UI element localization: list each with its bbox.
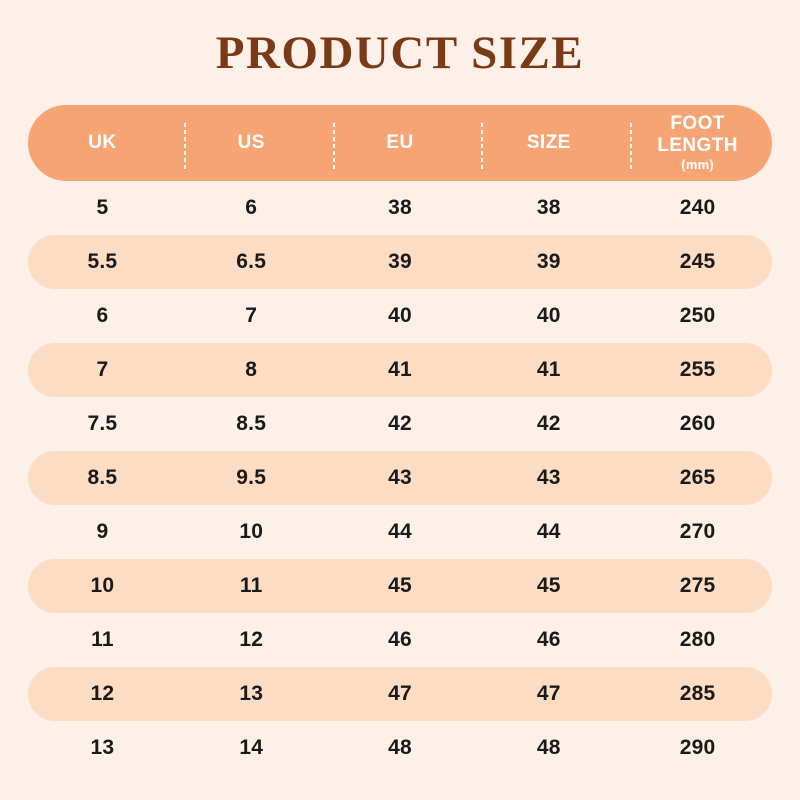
cell-uk: 5.5 xyxy=(87,250,118,273)
cell-eu: 46 xyxy=(388,628,412,651)
column-header-us-label: US xyxy=(237,132,265,153)
header-divider-2 xyxy=(333,123,335,169)
column-header-foot-length-line2: LENGTH xyxy=(657,135,738,156)
column-header-eu: EU xyxy=(326,132,475,154)
cell-uk: 12 xyxy=(90,682,115,705)
cell-us: 14 xyxy=(239,736,264,759)
cell-foot-length-mm: 245 xyxy=(679,250,716,273)
table-row: 5.5 6.5 39 39 245 xyxy=(28,235,772,289)
table-row: 9 10 44 44 270 xyxy=(28,505,772,559)
cell-us: 10 xyxy=(239,520,264,543)
cell-foot-length-mm: 255 xyxy=(679,358,716,381)
cell-size: 40 xyxy=(536,304,561,327)
cell-eu: 44 xyxy=(388,520,412,543)
cell-size: 43 xyxy=(536,466,561,489)
cell-foot-length-mm: 260 xyxy=(679,412,716,435)
cell-foot-length-mm: 250 xyxy=(679,304,716,327)
cell-size: 45 xyxy=(536,574,561,597)
cell-eu: 47 xyxy=(388,682,412,705)
column-header-us: US xyxy=(177,132,326,154)
table-row: 13 14 48 48 290 xyxy=(28,721,772,775)
table-row: 7 8 41 41 255 xyxy=(28,343,772,397)
cell-uk: 13 xyxy=(90,736,115,759)
cell-size: 46 xyxy=(536,628,561,651)
table-row: 6 7 40 40 250 xyxy=(28,289,772,343)
cell-size: 41 xyxy=(536,358,561,381)
cell-us: 8.5 xyxy=(236,412,267,435)
cell-eu: 43 xyxy=(388,466,412,489)
cell-uk: 11 xyxy=(91,628,114,651)
table-row: 5 6 38 38 240 xyxy=(28,181,772,235)
cell-eu: 38 xyxy=(388,196,412,219)
cell-uk: 5 xyxy=(96,196,109,219)
cell-us: 6.5 xyxy=(236,250,267,273)
cell-eu: 40 xyxy=(388,304,412,327)
cell-foot-length-mm: 285 xyxy=(679,682,716,705)
cell-us: 9.5 xyxy=(236,466,267,489)
column-header-uk: UK xyxy=(28,132,177,154)
cell-us: 8 xyxy=(245,358,258,381)
cell-uk: 6 xyxy=(96,304,109,327)
table-row: 12 13 47 47 285 xyxy=(28,667,772,721)
cell-eu: 48 xyxy=(388,736,412,759)
cell-uk: 8.5 xyxy=(87,466,118,489)
table-row: 8.5 9.5 43 43 265 xyxy=(28,451,772,505)
header-divider-4 xyxy=(630,123,632,169)
cell-foot-length-mm: 280 xyxy=(679,628,716,651)
cell-us: 7 xyxy=(245,304,258,327)
cell-eu: 41 xyxy=(388,358,412,381)
cell-size: 39 xyxy=(536,250,561,273)
cell-size: 47 xyxy=(536,682,561,705)
cell-us: 6 xyxy=(245,196,258,219)
cell-foot-length-mm: 275 xyxy=(679,574,716,597)
cell-uk: 7 xyxy=(96,358,109,381)
column-header-uk-label: UK xyxy=(88,132,117,153)
column-header-size: SIZE xyxy=(474,132,623,154)
cell-foot-length-mm: 265 xyxy=(679,466,716,489)
size-table-header-row: UK US EU SIZE FOOT LENGTH (mm) xyxy=(28,105,772,181)
cell-eu: 39 xyxy=(388,250,412,273)
cell-eu: 42 xyxy=(388,412,412,435)
cell-us: 11 xyxy=(239,574,263,597)
column-header-size-label: SIZE xyxy=(526,132,571,153)
cell-foot-length-mm: 240 xyxy=(679,196,716,219)
cell-size: 38 xyxy=(536,196,561,219)
column-header-foot-length-line1: FOOT xyxy=(670,113,725,134)
cell-size: 42 xyxy=(536,412,561,435)
cell-uk: 10 xyxy=(90,574,115,597)
cell-us: 13 xyxy=(239,682,264,705)
header-divider-3 xyxy=(481,123,483,169)
header-divider-1 xyxy=(184,123,186,169)
cell-uk: 9 xyxy=(96,520,109,543)
column-header-foot-length-unit: (mm) xyxy=(681,157,714,172)
table-row: 7.5 8.5 42 42 260 xyxy=(28,397,772,451)
size-table: UK US EU SIZE FOOT LENGTH (mm) 5 6 38 38 240… xyxy=(28,105,772,775)
cell-size: 48 xyxy=(536,736,561,759)
cell-foot-length-mm: 290 xyxy=(679,736,716,759)
column-header-eu-label: EU xyxy=(386,132,414,153)
cell-eu: 45 xyxy=(388,574,412,597)
cell-uk: 7.5 xyxy=(87,412,118,435)
cell-us: 12 xyxy=(239,628,264,651)
cell-foot-length-mm: 270 xyxy=(679,520,716,543)
table-row: 10 11 45 45 275 xyxy=(28,559,772,613)
table-row: 11 12 46 46 280 xyxy=(28,613,772,667)
column-header-foot-length: FOOT LENGTH (mm) xyxy=(623,113,772,173)
size-table-body: 5 6 38 38 240 5.5 6.5 39 39 245 6 7 40 40 250 7 8 41 41 255… xyxy=(28,181,772,775)
cell-size: 44 xyxy=(536,520,561,543)
page-title: PRODUCT SIZE xyxy=(215,27,585,79)
